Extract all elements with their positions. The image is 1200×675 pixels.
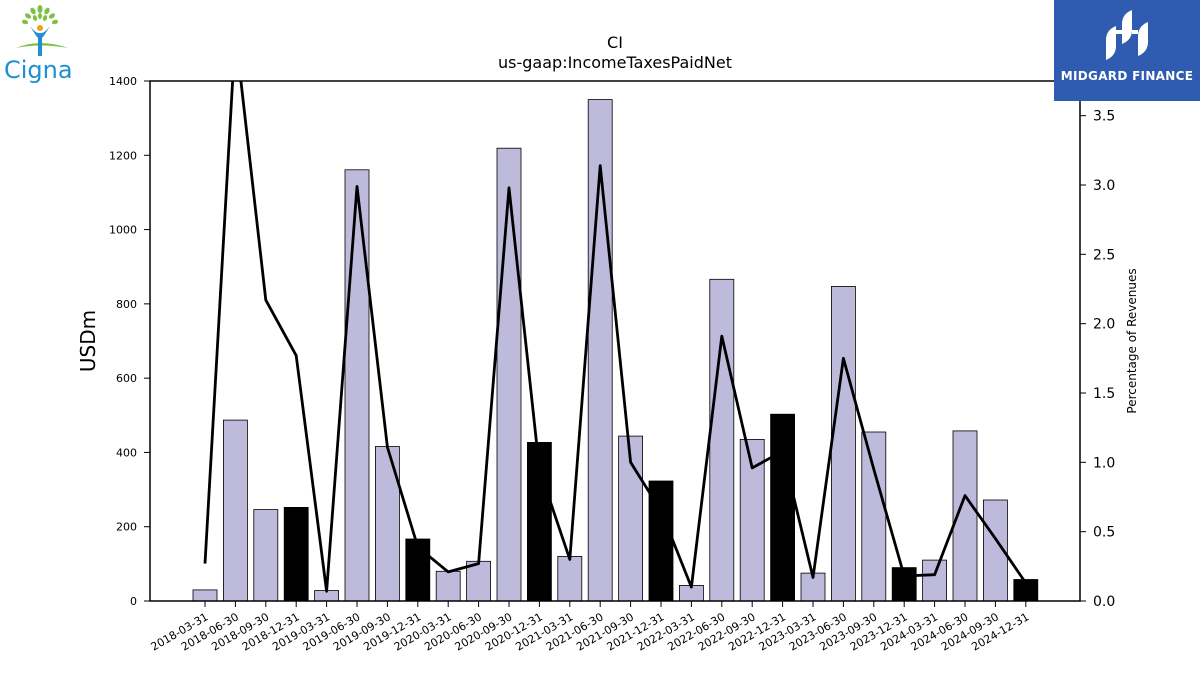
bar-2019-12-31 [405,538,431,602]
midgard-wordmark: MIDGARD FINANCE [1060,69,1194,83]
bar-2022-12-31 [770,413,795,602]
chart-title: CI [607,33,623,52]
y-tick-label: 600 [116,372,137,385]
chart-subtitle: us-gaap:IncomeTaxesPaidNet [498,53,732,72]
y2-tick-label: 2.5 [1093,247,1115,263]
bar-2018-06-30 [222,419,248,602]
bar-2024-06-30 [952,430,978,602]
bar-2019-09-30 [374,446,400,602]
bar-series [192,99,1039,602]
bar-2018-03-31 [192,589,218,602]
bar-2018-09-30 [253,509,279,602]
cigna-logo: Cigna [0,0,86,92]
cigna-wordmark: Cigna [4,56,73,84]
plot-frame [149,80,1081,602]
y2-tick-label: 1.5 [1093,386,1115,402]
y-axis-label: USDm [76,310,100,372]
bar-2023-06-30 [831,285,856,602]
y2-tick-label: 2.0 [1093,317,1115,333]
y-tick-label: 800 [116,298,137,311]
y2-axis-label: Percentage of Revenues [1125,268,1139,413]
y2-tick-label: 3.5 [1093,109,1115,125]
y-tick-label: 1400 [109,75,137,88]
bar-2018-12-31 [283,506,309,602]
y-tick-label: 1200 [109,149,137,162]
tree-person-icon [16,5,68,56]
pct-of-revenues-line [203,81,1027,593]
midgard-mark-icon [1106,10,1148,60]
midgard-finance-logo: MIDGARD FINANCE [1054,0,1200,101]
bar-2020-09-30 [496,147,522,602]
x-axis: 2018-03-312018-06-302018-09-302018-12-31… [149,601,1031,654]
y2-tick-label: 3.0 [1093,178,1115,194]
bar-2024-03-31 [922,559,947,602]
y-axis-right: 0.0 0.5 1.0 1.5 2.0 2.5 3.0 3.5 [1080,109,1115,610]
y2-tick-label: 1.0 [1093,455,1115,471]
pct-line-series [203,81,1027,593]
y-axis-left: 0 200 400 600 800 1000 1200 1400 [109,75,150,608]
bar-2020-03-31 [435,570,461,602]
y-tick-label: 1000 [109,224,137,237]
y-tick-label: 0 [130,595,137,608]
bar-2021-03-31 [557,556,583,602]
bar-2023-09-30 [861,431,887,602]
bar-2021-12-31 [648,480,674,602]
bar-2019-06-30 [344,169,370,602]
bar-2022-06-30 [709,278,735,602]
y2-tick-label: 0.5 [1093,525,1115,541]
y2-tick-label: 0.0 [1093,594,1115,610]
y-tick-label: 400 [116,446,137,459]
y-tick-label: 200 [116,521,137,534]
